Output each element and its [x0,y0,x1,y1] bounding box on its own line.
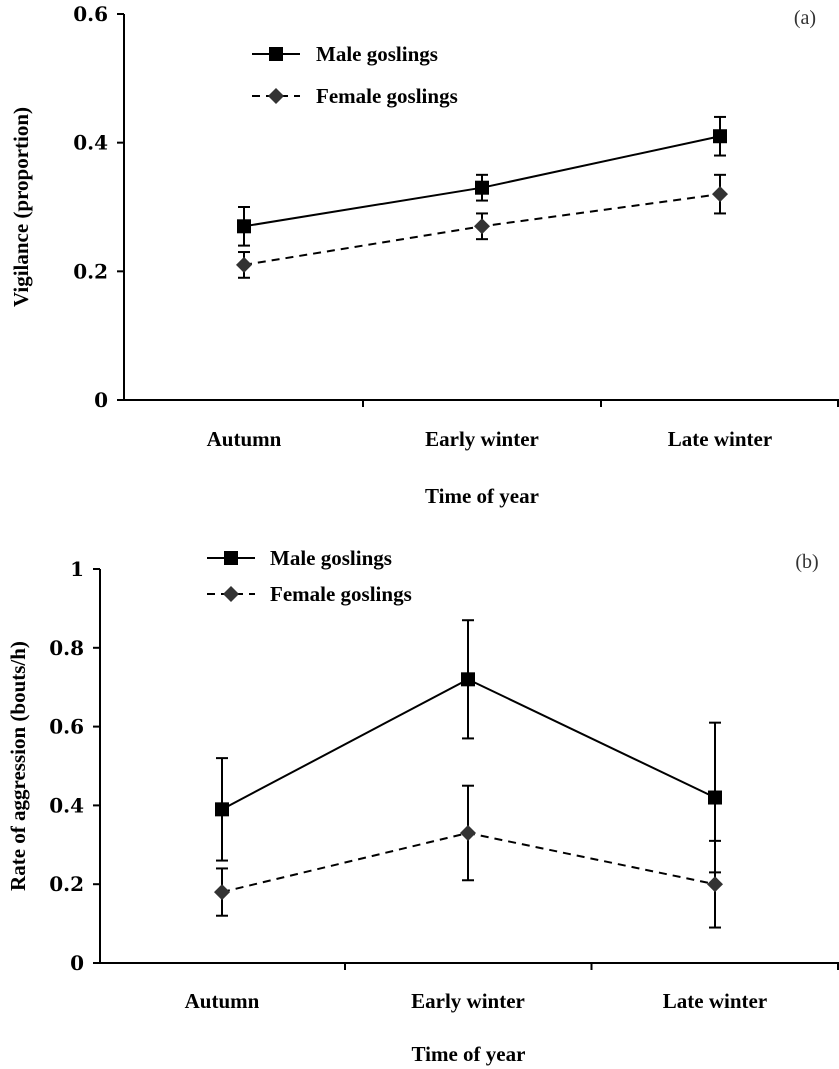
y-tick-label: 0 [94,388,108,412]
y-tick-label: 0.4 [49,793,84,817]
y-tick-label: 0.6 [49,715,84,739]
x-tick-label: Autumn [207,427,282,451]
data-point [215,802,229,817]
y-tick-label: 0.4 [73,131,108,155]
legend-label: Male goslings [316,42,438,66]
legend-item: Female goslings [252,84,458,108]
x-axis-title: Time of year [425,484,539,508]
y-tick-label: 0.8 [49,636,84,660]
y-tick-label: 0.6 [73,2,108,26]
y-axis-title: Rate of aggression (bouts/h) [6,641,30,891]
data-point [713,129,727,144]
panel-label: (a) [794,7,816,29]
legend-marker [269,47,283,61]
x-tick-label: Late winter [663,989,767,1013]
series-male [237,115,727,247]
legend-label: Female goslings [316,84,458,108]
x-axis-title: Time of year [412,1042,526,1066]
data-point [707,876,723,893]
chart-panel-a: 0 0.2 0.4 0.6 Autumn Early winter Late winter T… [9,2,839,508]
x-tick-label: Late winter [668,427,772,451]
data-point [236,256,252,273]
legend-marker [268,88,284,104]
legend-marker [223,586,239,602]
data-point [474,218,490,235]
y-axis-title: Vigilance (proportion) [9,107,33,307]
y-tick-label: 1 [70,557,84,581]
y-tick-label: 0 [70,951,84,975]
x-tick-label: Early winter [411,989,525,1013]
y-tick-label: 0.2 [73,259,108,283]
x-tick-label: Early winter [425,427,539,451]
legend-label: Male goslings [270,546,392,570]
data-point [460,824,476,841]
data-point [712,186,728,203]
data-point [708,790,722,805]
legend-marker [224,551,238,565]
legend-item: Male goslings [207,546,392,570]
panel-label: (b) [795,551,818,573]
data-point [237,219,251,234]
series-female [236,173,728,279]
data-point [461,672,475,687]
legend-item: Male goslings [252,42,438,66]
data-point [475,180,489,195]
chart-panel-b: 0 0.2 0.4 0.6 0.8 1 Autumn Early winter Late win… [6,546,839,1066]
y-tick-label: 0.2 [49,872,84,896]
series-female [214,784,723,929]
data-point [214,884,230,901]
legend-item: Female goslings [207,582,412,606]
x-tick-label: Autumn [185,989,260,1013]
legend-label: Female goslings [270,582,412,606]
